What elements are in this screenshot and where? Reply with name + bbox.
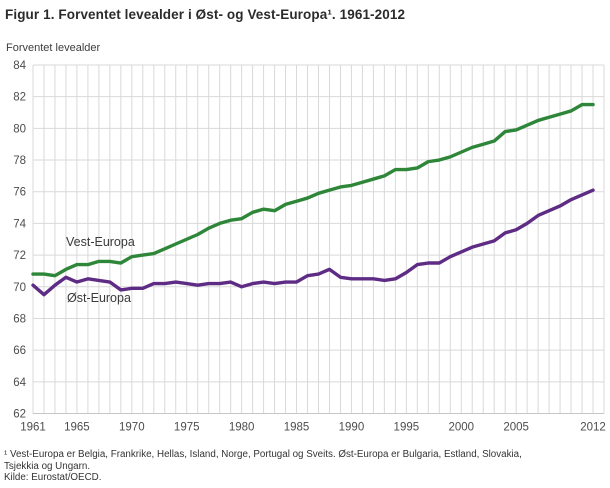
x-tick-label: 1965 — [64, 422, 90, 434]
chart-svg: 62 64 66 68 70 72 74 76 78 80 82 84 1961 1965 1970 1975… — [13, 60, 606, 434]
y-axis-title: Forventet levealder — [6, 42, 101, 54]
series-label-vest-europa: Vest-Europa — [66, 235, 135, 249]
y-tick-label: 84 — [13, 60, 26, 72]
x-tick-label: 1990 — [339, 422, 365, 434]
footnote-line-1: ¹ Vest-Europa er Belgia, Frankrike, Hell… — [4, 449, 522, 460]
y-tick-label: 68 — [13, 313, 26, 325]
x-tick-label: 2005 — [503, 422, 529, 434]
ost-europa-line — [31, 188, 595, 297]
x-tick-label: 1985 — [284, 422, 310, 434]
x-tick-label: 1995 — [394, 422, 420, 434]
y-tick-label: 66 — [13, 345, 26, 357]
footnote-block: ¹ Vest-Europa er Belgia, Frankrike, Hell… — [4, 449, 522, 484]
y-tick-label: 76 — [13, 187, 26, 199]
series-label-ost-europa: Øst-Europa — [67, 291, 131, 305]
y-tick-label: 74 — [13, 218, 26, 230]
x-tick-label: 2012 — [580, 422, 606, 434]
y-tick-label: 80 — [13, 123, 26, 135]
vest-europa-line — [31, 102, 595, 278]
y-tick-label: 62 — [13, 409, 26, 421]
x-tick-label: 2000 — [448, 422, 474, 434]
y-tick-label: 64 — [13, 377, 26, 389]
x-tick-label: 1975 — [174, 422, 200, 434]
y-tick-label: 70 — [13, 282, 26, 294]
figure-title: Figur 1. Forventet levealder i Øst- og V… — [5, 7, 406, 22]
x-tick-label: 1961 — [20, 422, 46, 434]
x-tick-label: 1970 — [119, 422, 145, 434]
source-line: Kilde: Eurostat/OECD. — [4, 472, 102, 483]
x-tick-label: 1980 — [229, 422, 255, 434]
y-tick-label: 78 — [13, 155, 26, 167]
y-tick-label: 82 — [13, 92, 26, 104]
footnote-line-2: Tsjekkia og Ungarn. — [4, 460, 91, 472]
y-tick-label: 72 — [13, 250, 26, 262]
